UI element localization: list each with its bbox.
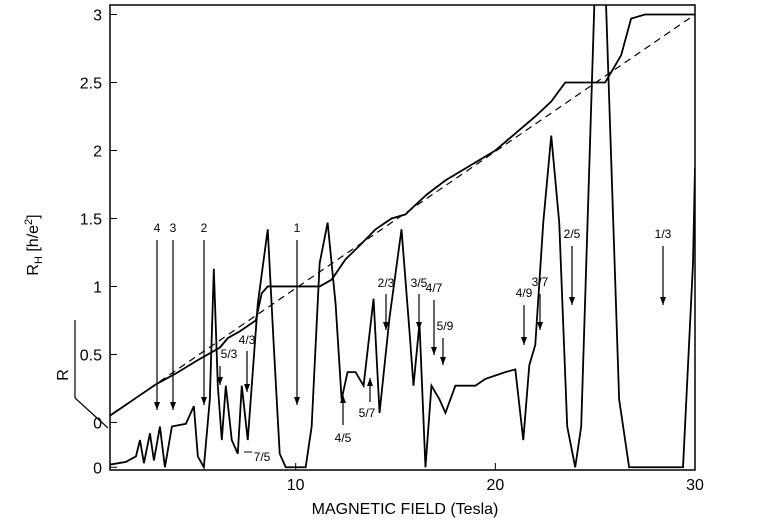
x-tick-label: 10 [287,477,305,494]
filling-factor-label: 2/5 [564,227,581,241]
arrow-head [383,322,389,330]
y-axis-label: RH [h/e2] [23,214,45,275]
filling-factor-label: 7/5 [254,450,271,464]
y-tick-label: 1 [93,279,102,296]
plot-frame [109,4,696,471]
y-tick-label: 1.5 [80,211,102,228]
arrow-head [537,322,543,330]
series-line [110,13,695,417]
x-axis-label: MAGNETIC FIELD (Tesla) [312,501,499,518]
y-tick-label: 2.5 [80,76,102,93]
y-tick-label: 2 [93,143,102,160]
filling-factor-label: 4/5 [335,431,352,445]
filling-factor-label: 4/7 [426,281,443,295]
filling-factor-label: 5/3 [221,347,238,361]
y-label-main: R [25,264,42,276]
bracket [74,320,109,429]
arrow-head [569,297,575,305]
arrow-head [340,395,346,403]
filling-factor-label: 4/9 [516,286,533,300]
x-tick-label: 20 [486,477,504,494]
y-tick-label: 3 [93,8,102,25]
arrow-head [431,347,437,355]
y-tick-label: 0 [93,415,102,432]
arrow-head [170,402,176,410]
filling-factor-label: 5/7 [359,406,376,420]
filling-factor-label: 5/9 [437,319,454,333]
filling-factor-label: 3/7 [532,275,549,289]
arrow-head [521,337,527,345]
arrow-head [367,378,373,386]
filling-factor-label: 3 [170,221,177,235]
arrow-head [244,384,250,392]
filling-factor-label: 2/3 [378,276,395,290]
plot-area [110,5,695,470]
filling-factor-label: 3/5 [411,276,428,290]
y-label-end: ] [25,214,42,218]
arrow-head [440,357,446,365]
y2-axis-label: R [55,369,72,381]
x-tick-label: 30 [686,477,704,494]
filling-factor-label: 4/3 [239,333,256,347]
filling-factor-label: 1/3 [655,227,672,241]
y-label-sub: H [33,256,45,264]
arrow-head [660,297,666,305]
y-tick-label: 0.5 [80,347,102,364]
y-label-mid: [h/e [25,225,42,256]
series-line [110,5,695,470]
y2-tick-label: 0 [93,460,102,477]
filling-factor-label: 2 [201,221,208,235]
arrow-head [416,322,422,330]
arrow-head [294,397,300,405]
filling-factor-label: 1 [294,221,301,235]
filling-factor-label: 4 [154,221,161,235]
y-label-sup: 2 [23,219,35,225]
arrow-head [201,397,207,405]
arrow-head [154,402,160,410]
arrow-head [217,377,223,385]
